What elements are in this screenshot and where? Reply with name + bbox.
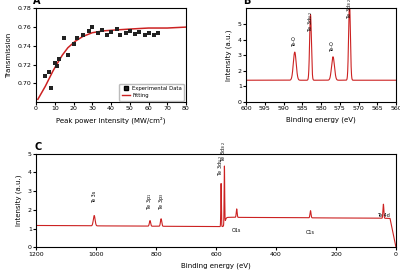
Point (155, 31, 161, 35)
Text: Te 4d: Te 4d (377, 213, 390, 218)
Point (108, 29, 114, 34)
Text: O1s: O1s (232, 228, 241, 233)
Text: Te 3d$_{5/2}$: Te 3d$_{5/2}$ (306, 11, 315, 32)
Point (55, 57, 62, 61)
Text: Te 3d$_{3/2}$: Te 3d$_{3/2}$ (345, 0, 354, 19)
Text: Te-O: Te-O (292, 37, 297, 48)
Legend: Experimental Data, Fitting: Experimental Data, Fitting (119, 84, 184, 101)
Text: Te-O: Te-O (330, 41, 336, 52)
Point (123, 31, 129, 35)
Point (46, 70, 52, 74)
Point (89, 25, 96, 29)
Point (132, 31, 138, 36)
Point (74, 36, 80, 41)
Point (98, 28, 105, 32)
Point (42, 74, 48, 78)
Point (65, 53, 71, 58)
Point (142, 32, 148, 37)
X-axis label: Peak power Intensity (MW/cm²): Peak power Intensity (MW/cm²) (56, 117, 166, 124)
Text: Te 3p$_1$: Te 3p$_1$ (146, 192, 154, 210)
Y-axis label: Transmission: Transmission (6, 33, 12, 78)
Point (126, 29, 133, 33)
Y-axis label: Intensity (a.u.): Intensity (a.u.) (16, 175, 22, 226)
Text: C1s: C1s (306, 230, 315, 235)
X-axis label: Binding energy (eV): Binding energy (eV) (181, 262, 251, 269)
Text: Te 3s: Te 3s (92, 191, 97, 203)
Point (48, 86, 54, 90)
Point (95, 31, 101, 35)
Point (104, 32, 110, 37)
Point (117, 32, 124, 37)
Point (80, 32, 86, 37)
Point (52, 61, 58, 65)
X-axis label: Binding energy (eV): Binding energy (eV) (286, 117, 356, 123)
Y-axis label: Intensity (a.u.): Intensity (a.u.) (226, 29, 232, 81)
Point (136, 29, 142, 34)
Point (61, 36, 67, 41)
Text: Te 3d$_{5/2}$: Te 3d$_{5/2}$ (217, 155, 225, 176)
Point (114, 27, 120, 31)
Point (70, 42, 77, 46)
Text: Te 3d$_{3/2}$: Te 3d$_{3/2}$ (220, 141, 228, 162)
Point (151, 32, 157, 37)
Point (85, 29, 92, 33)
Point (145, 31, 152, 35)
Text: B: B (243, 0, 250, 6)
Text: C: C (34, 142, 42, 152)
Point (54, 64, 60, 69)
Text: Te 3p$_3$: Te 3p$_3$ (156, 192, 166, 210)
Text: A: A (33, 0, 40, 6)
